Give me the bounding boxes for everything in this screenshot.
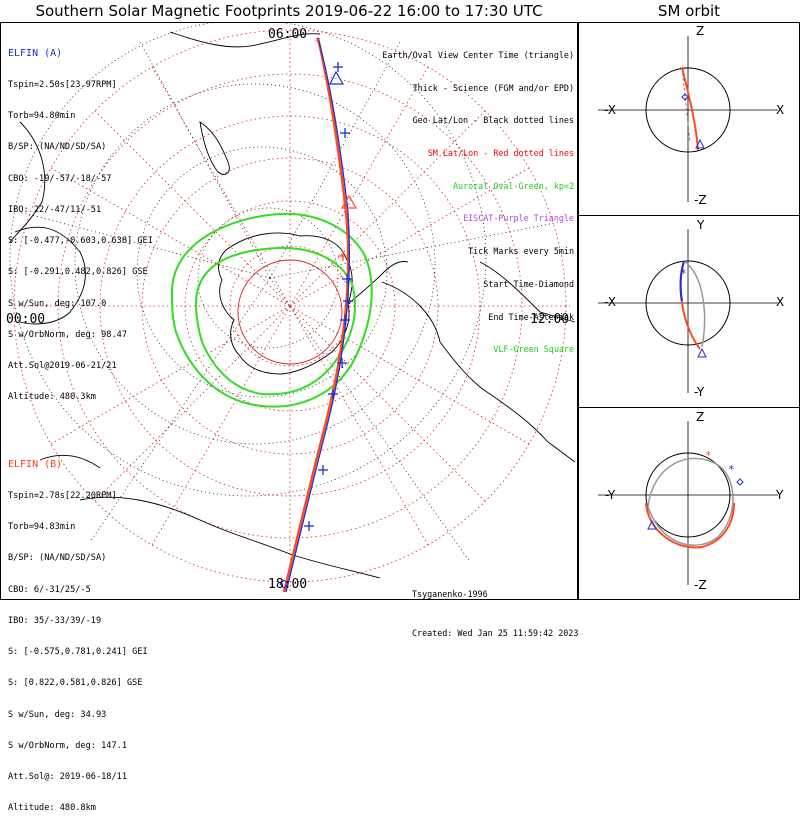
axis-label-left: -Y [605,488,616,502]
orbit-diamond [736,478,744,486]
orbit-triangle [697,347,707,358]
created-date: Created: Wed Jan 25 11:59:42 2023 [412,628,579,638]
axis-label-right: X [776,295,785,309]
axis-label-bottom: -Y [694,385,705,399]
tick-marks-b [338,251,348,261]
sm-meridians [12,30,570,592]
elfin-b-header: ELFIN (B) [8,458,63,470]
orbit-end-asterisk: * [728,463,735,476]
model-name: Tsyganenko-1996 [412,589,488,599]
legend-item: Tick Marks every 5min [468,246,574,257]
elfin-b-line: Torb=94.83min [8,522,76,533]
view-center-triangle-b [340,194,358,209]
elfin-b-line: Tspin=2.78s[22.20RPM] [8,491,117,502]
elfin-a-line: S w/OrbNorm, deg: 98.47 [8,329,127,340]
elfin-b-line: Att.Sol@: 2019-06-18/11 [8,772,127,782]
africa-coast [14,226,86,325]
elfin-b-line: Altitude: 480.8km [8,803,96,814]
orbit-track-xy-gray [683,260,706,348]
south-atlantic-islands [79,496,381,579]
elfin-a-line: CBO: -19/-57/-18/-57 [8,173,112,184]
legend-item: Thick - Science (FGM and/or EPD) [412,82,574,93]
legend-item: VLF-Green Square [493,344,574,355]
clock-label-left: 00:00 [6,312,45,327]
newzealand-coast [199,121,230,175]
elfin-a-info: ELFIN (A) Tspin=2.50s[23.97RPM] Torb=94.… [8,28,153,413]
elfin-a-line: S: [-0.477,-0.603,0.638] GEI [8,236,153,247]
legend-item: End Time-Asterisk [488,311,574,322]
antarctic-peninsula [347,261,409,305]
clock-label-bottom: 18:00 [268,577,307,592]
axis-label-top: Y [697,218,705,232]
geo-grid [9,22,561,563]
elfin-a-line: S w/Sun, deg: 107.0 [8,298,107,309]
southern-africa-tip [39,454,101,469]
clock-label-top: 06:00 [268,27,307,42]
elfin-b-line: S w/OrbNorm, deg: 147.1 [8,740,127,751]
orbit-plot-xy: * [598,229,778,393]
end-asterisk: * [314,35,321,49]
orbit-triangle [647,519,657,530]
elfin-a-line: IBO: 22/-47/11/-51 [8,204,102,215]
south-america-coast [381,261,576,463]
plot-title: Southern Solar Magnetic Footprints 2019-… [35,2,543,20]
clock-label-right: 12:00 [530,312,569,327]
elfin-a-line: Tspin=2.50s[23.97RPM] [8,80,117,91]
orbit-plot-yz: * * [598,421,778,585]
elfin-b-line: B/SP: (NA/ND/SD/SA) [8,553,107,564]
elfin-a-header: ELFIN (A) [8,47,63,59]
axis-label-right: Y [776,488,784,502]
legend: Earth/Oval View Center Time (triangle) T… [382,28,574,366]
elfin-b-line: S w/Sun, deg: 34.93 [8,709,107,720]
orbit-plot-xz: * [598,36,778,202]
axis-label-bottom: -Z [694,193,707,207]
orbit-track-xz [681,67,699,151]
orbit-title: SM orbit [657,2,721,20]
australia-coast [9,31,321,243]
auroral-oval-outer [170,212,373,408]
elfin-a-line: Altitude: 480.3km [8,392,96,403]
antarctica-coast [218,232,353,375]
start-diamond-a [279,579,289,589]
axis-label-bottom: -Z [694,578,707,592]
auroral-oval-inner [194,246,356,396]
elfin-a-line: S: [-0.291,0.482,0.826] GSE [8,267,148,278]
elfin-a-line: Att.Sol@2019-06-21/21 [8,361,117,371]
legend-item: EISCAT-Purple Triangle [463,213,574,224]
legend-item: Start Time-Diamond [483,278,574,289]
axis-label-left: -X [604,103,616,117]
axis-label-right: X [776,103,785,117]
orbit-diamond [681,93,689,101]
elfin-b-line: IBO: 35/-33/39/-19 [8,615,102,626]
orbit-triangle [695,138,705,149]
credits: Tsyganenko-1996 Created: Wed Jan 25 11:5… [412,562,578,653]
view-center-triangle-a [329,70,345,85]
elfin-a-track [285,37,351,593]
orbit-track-yz-gray [647,457,734,546]
elfin-b-info: ELFIN (B) Tspin=2.78s[22.20RPM] Torb=94.… [8,439,148,824]
axis-label-top: Z [696,410,705,424]
legend-item: Earth/Oval View Center Time (triangle) [382,49,574,60]
tick-marks-a [304,62,353,531]
legend-item: Auroral Oval-Green, kp=2 [452,180,574,191]
orbit-end-asterisk: * [679,64,686,77]
elfin-b-line: S: [-0.575,0.781,0.241] GEI [8,647,148,658]
elfin-b-track [282,37,350,593]
svg-text:*: * [705,449,712,462]
orbit-end-asterisk: * [680,267,687,280]
legend-item: SM Lat/Lon - Red dotted lines [427,147,574,158]
elfin-a-line: B/SP: (NA/ND/SD/SA) [8,142,107,153]
axis-label-left: -X [604,295,616,309]
legend-item: Geo Lat/Lon - Black dotted lines [412,115,574,126]
coastlines [9,31,576,579]
elfin-a-line: Torb=94.80min [8,111,76,122]
footprint-map: * 06:00 00:00 12:00 18:00 [6,22,576,593]
axis-label-top: Z [696,24,705,38]
elfin-b-line: S: [0.822,0.581,0.826] GSE [8,678,143,689]
elfin-b-line: CBO: 6/-31/25/-5 [8,584,91,595]
